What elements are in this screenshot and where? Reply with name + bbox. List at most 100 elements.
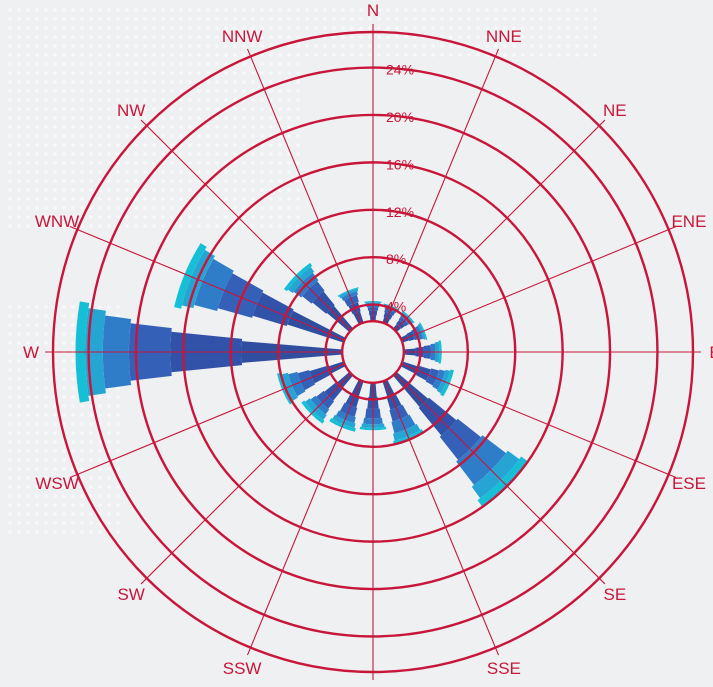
bg-dot xyxy=(35,332,39,336)
bg-dot xyxy=(35,179,39,183)
bg-dot xyxy=(242,107,246,111)
bg-dot xyxy=(62,197,66,201)
bg-dot xyxy=(152,89,156,93)
bg-dot xyxy=(98,116,102,120)
bg-dot xyxy=(170,116,174,120)
bg-dot xyxy=(53,206,57,210)
bg-dot xyxy=(179,161,183,165)
bg-dot xyxy=(197,35,201,39)
bg-dot xyxy=(368,17,372,21)
bg-dot xyxy=(134,116,138,120)
bg-dot xyxy=(116,422,120,426)
bg-dot xyxy=(17,359,21,363)
bg-dot xyxy=(44,44,48,48)
bg-dot xyxy=(89,530,93,534)
bg-dot xyxy=(116,206,120,210)
bg-dot xyxy=(62,467,66,471)
bar-segment-nne-6 xyxy=(383,303,400,311)
bg-dot xyxy=(260,62,264,66)
bg-dot xyxy=(413,8,417,12)
bg-dot xyxy=(62,143,66,147)
bg-dot xyxy=(62,35,66,39)
bg-dot xyxy=(44,395,48,399)
bg-dot xyxy=(323,26,327,30)
bg-dot xyxy=(215,35,219,39)
bg-dot xyxy=(296,179,300,183)
bg-dot xyxy=(62,413,66,417)
bg-dot xyxy=(26,224,30,228)
bg-dot xyxy=(503,26,507,30)
bg-dot xyxy=(188,125,192,129)
bg-dot xyxy=(116,134,120,138)
bg-dot xyxy=(143,188,147,192)
bg-dot xyxy=(44,224,48,228)
bg-dot xyxy=(35,206,39,210)
bg-dot xyxy=(215,98,219,102)
bg-dot xyxy=(71,98,75,102)
bg-dot xyxy=(467,17,471,21)
bg-dot xyxy=(89,44,93,48)
bg-dot xyxy=(17,53,21,57)
bg-dot xyxy=(89,17,93,21)
bg-dot xyxy=(233,107,237,111)
bar-segment-nnw-6 xyxy=(337,287,359,297)
bg-dot xyxy=(134,62,138,66)
bg-dot xyxy=(125,89,129,93)
bg-dot xyxy=(521,8,525,12)
bg-dot xyxy=(143,197,147,201)
bg-dot xyxy=(71,161,75,165)
bg-dot xyxy=(485,44,489,48)
direction-label-n: N xyxy=(367,1,379,20)
bg-dot xyxy=(269,62,273,66)
bg-dot xyxy=(98,170,102,174)
bg-dot xyxy=(107,305,111,309)
bg-dot xyxy=(26,503,30,507)
bg-dot xyxy=(440,44,444,48)
bg-dot xyxy=(62,98,66,102)
bg-dot xyxy=(179,152,183,156)
bg-dot xyxy=(44,125,48,129)
bg-dot xyxy=(71,143,75,147)
bg-dot xyxy=(188,179,192,183)
bg-dot xyxy=(269,206,273,210)
bg-dot xyxy=(206,80,210,84)
radial-tick-label: 12% xyxy=(386,204,414,220)
bg-dot xyxy=(8,170,12,174)
bg-dot xyxy=(467,8,471,12)
bg-dot xyxy=(44,206,48,210)
bg-dot xyxy=(98,530,102,534)
bg-dot xyxy=(98,413,102,417)
bg-dot xyxy=(278,206,282,210)
bg-dot xyxy=(539,17,543,21)
bg-dot xyxy=(35,350,39,354)
bg-dot xyxy=(71,8,75,12)
bg-dot xyxy=(584,17,588,21)
bg-dot xyxy=(467,53,471,57)
bg-dot xyxy=(98,107,102,111)
bg-dot xyxy=(44,485,48,489)
bg-dot xyxy=(287,152,291,156)
bg-dot xyxy=(80,62,84,66)
bg-dot xyxy=(125,98,129,102)
bg-dot xyxy=(440,8,444,12)
bg-dot xyxy=(314,44,318,48)
bg-dot xyxy=(287,8,291,12)
bg-dot xyxy=(296,62,300,66)
bg-dot xyxy=(8,71,12,75)
bg-dot xyxy=(179,53,183,57)
bg-dot xyxy=(152,26,156,30)
bg-dot xyxy=(26,116,30,120)
bg-dot xyxy=(17,530,21,534)
bg-dot xyxy=(539,26,543,30)
bg-dot xyxy=(98,197,102,201)
bg-dot xyxy=(125,179,129,183)
bg-dot xyxy=(44,134,48,138)
bg-dot xyxy=(89,71,93,75)
bg-dot xyxy=(44,80,48,84)
bg-dot xyxy=(215,53,219,57)
bg-dot xyxy=(161,188,165,192)
bg-dot xyxy=(80,89,84,93)
bg-dot xyxy=(350,26,354,30)
bg-dot xyxy=(89,80,93,84)
bg-dot xyxy=(287,170,291,174)
